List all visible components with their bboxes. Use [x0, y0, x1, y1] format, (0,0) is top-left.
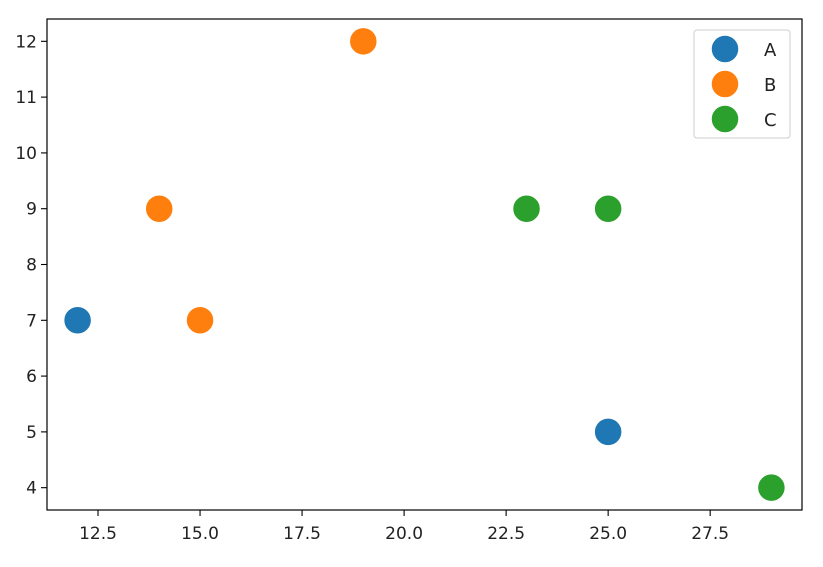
- data-point-a-0: [62, 305, 93, 336]
- data-point-c-0: [511, 193, 542, 224]
- data-point-c-1: [593, 193, 623, 224]
- y-tick-label-3: 7: [26, 311, 37, 331]
- y-tick-label-7: 11: [15, 88, 37, 108]
- data-point-a-1: [593, 417, 623, 447]
- y-tick-label-5: 9: [26, 200, 37, 220]
- points-layer: [62, 26, 787, 503]
- plot-frame: [46, 18, 803, 511]
- x-tick-label-2: 17.5: [283, 524, 321, 544]
- legend-marker-c: [710, 104, 740, 134]
- x-tick-label-6: 27.5: [691, 524, 729, 544]
- axes-layer: 12.5 15.0 17.5 20.0 22.5 25.0 27.5 4 5 6 7 8 9 10 11 12: [15, 18, 803, 544]
- legend-marker-b: [710, 69, 740, 99]
- data-point-b-0: [348, 26, 379, 57]
- data-point-c-2: [756, 472, 787, 503]
- legend-marker-a: [710, 34, 740, 64]
- x-tick-label-5: 25.0: [589, 524, 627, 544]
- legend-label-c: C: [764, 110, 777, 131]
- y-tick-label-4: 8: [26, 256, 37, 276]
- y-tick-label-1: 5: [26, 423, 37, 443]
- y-tick-label-2: 6: [26, 367, 37, 387]
- x-tick-label-0: 12.5: [79, 524, 117, 544]
- y-tick-label-6: 10: [15, 144, 37, 164]
- data-point-b-2: [185, 305, 215, 336]
- y-tick-label-8: 12: [15, 32, 37, 52]
- x-tick-label-4: 22.5: [487, 524, 525, 544]
- x-tick-label-3: 20.0: [385, 524, 423, 544]
- legend: ABC: [693, 29, 791, 139]
- legend-label-a: A: [764, 40, 777, 61]
- legend-label-b: B: [764, 75, 776, 96]
- data-point-b-1: [144, 193, 174, 224]
- x-tick-label-1: 15.0: [181, 524, 219, 544]
- y-tick-label-0: 4: [26, 479, 37, 499]
